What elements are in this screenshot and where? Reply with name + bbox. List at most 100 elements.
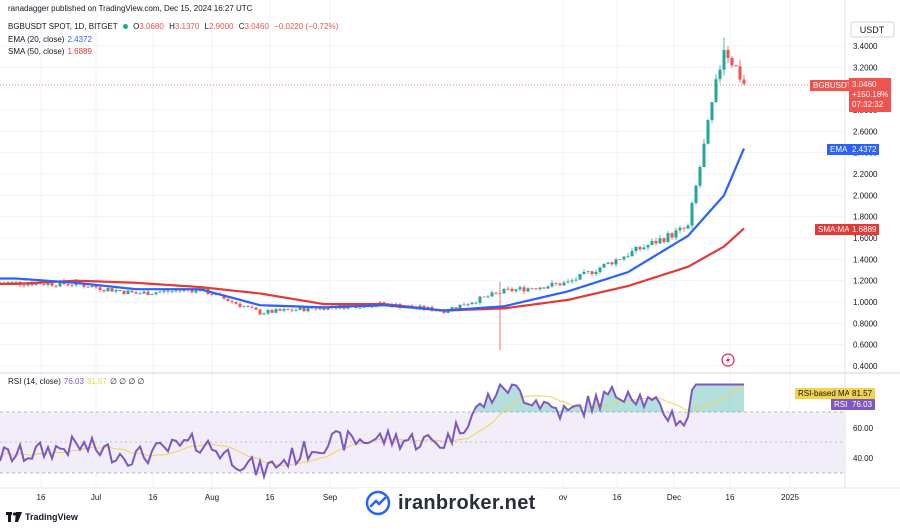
candle-body <box>66 284 70 286</box>
candle-body <box>106 288 110 292</box>
candle-body <box>82 284 86 287</box>
candle-body <box>230 301 234 302</box>
time-tick-label: Aug <box>205 493 219 502</box>
candle-body <box>478 296 482 303</box>
sma-legend-label: SMA (50, close) <box>8 47 65 56</box>
candle-body <box>554 282 558 284</box>
candle-body <box>274 309 278 313</box>
candle-body <box>146 291 150 296</box>
candle-body <box>518 287 522 290</box>
lightning-icon[interactable] <box>721 353 735 367</box>
time-axis[interactable]: 16 Jul 16 Aug 16 Sep ov 16 Dec 16 2025 <box>37 493 800 502</box>
candle-body <box>614 259 618 265</box>
candle-body <box>646 245 650 248</box>
candle-body <box>570 280 574 282</box>
candle-body <box>446 310 450 313</box>
ema-legend-value: 2.4372 <box>67 35 92 44</box>
ema-value-tag: 2.4372 <box>849 144 880 155</box>
candle-body <box>14 281 18 283</box>
price-tick-label: 0.6000 <box>853 341 878 350</box>
rsi-ma-value-tag: 81.57 <box>849 388 876 399</box>
price-tick-label: 3.4000 <box>853 42 878 51</box>
candle-body <box>262 313 266 315</box>
candle-body <box>454 307 458 309</box>
currency-label[interactable]: USDT <box>860 25 885 35</box>
ema-legend-label: EMA (20, close) <box>8 35 65 44</box>
candle-body <box>162 290 166 292</box>
candle-body <box>490 292 494 297</box>
candle-body <box>486 296 490 298</box>
candle-body <box>242 306 246 308</box>
candle-body <box>22 284 26 286</box>
price-tick-label: 0.8000 <box>853 319 878 328</box>
ema-20-line <box>0 147 746 312</box>
candle-body <box>178 290 182 292</box>
sma-legend-value: 1.6889 <box>67 47 92 56</box>
candle-body <box>314 308 318 310</box>
watermark-text: iranbroker.net <box>398 491 536 514</box>
candle-body <box>130 290 134 293</box>
candle-body <box>718 69 722 80</box>
symbol-legend[interactable]: BGBUSDT SPOT, 1D, BITGET O3.0680 H3.1370… <box>8 22 341 31</box>
candle-body <box>474 302 478 304</box>
candle-body <box>58 280 62 287</box>
candle-body <box>166 290 170 292</box>
candle-body <box>630 251 634 257</box>
candle-body <box>530 288 534 290</box>
candle-body <box>190 289 194 293</box>
candle-body <box>602 263 606 268</box>
candle-body <box>482 296 486 298</box>
sma-legend[interactable]: SMA (50, close) 1.6889 <box>8 47 95 56</box>
o-value: 3.0680 <box>139 22 164 31</box>
candle-body <box>442 310 446 313</box>
candle-body <box>654 240 658 244</box>
candle-body <box>726 49 730 58</box>
candle-body <box>546 286 550 289</box>
time-tick-label: Jul <box>91 493 101 502</box>
candle-body <box>174 290 178 292</box>
candle-body <box>238 303 242 307</box>
price-tick-label: 1.2000 <box>853 277 878 286</box>
bar-countdown: 07:32:32 <box>852 100 884 109</box>
candle-body <box>246 306 250 308</box>
candle-body <box>470 302 474 305</box>
candle-body <box>526 288 530 292</box>
candle-body <box>110 288 114 292</box>
candle-body <box>506 288 510 290</box>
candle-body <box>466 304 470 306</box>
candle-body <box>234 301 238 304</box>
ema-legend[interactable]: EMA (20, close) 2.4372 <box>8 35 95 44</box>
rsi-legend[interactable]: RSI (14, close) 76.03 81.57 ∅ ∅ ∅ ∅ <box>8 377 148 386</box>
candle-body <box>6 282 10 284</box>
candle-body <box>650 240 654 246</box>
candle-body <box>94 285 98 288</box>
candle-body <box>626 256 630 257</box>
last-price-value: 3.0460 <box>852 80 877 89</box>
candle-body <box>598 267 602 272</box>
candle-body <box>690 202 694 226</box>
candle-body <box>682 227 686 229</box>
candle-body <box>46 282 50 285</box>
candle-body <box>26 283 30 286</box>
candle-body <box>290 309 294 311</box>
currency-box <box>850 21 895 38</box>
candle-body <box>138 293 142 295</box>
rsi-ma-name-tag: RSI-based MA <box>795 388 854 399</box>
o-label: O <box>133 22 140 31</box>
tradingview-brand: TradingView <box>25 512 78 522</box>
candle-body <box>586 271 590 273</box>
tradingview-footer[interactable]: TradingView <box>6 512 78 522</box>
candle-body <box>270 310 274 313</box>
candle-body <box>522 287 526 292</box>
status-dot-icon <box>122 24 128 29</box>
time-tick-label: 16 <box>613 493 622 502</box>
rsi-tick-60: 60.00 <box>853 424 874 433</box>
rsi-tick-40: 40.00 <box>853 454 874 463</box>
candle-body <box>498 292 502 294</box>
time-tick-label: ov <box>559 493 567 502</box>
time-tick-label: Sep <box>323 493 338 502</box>
candle-body <box>194 288 198 293</box>
rsi-ma-legend-value: 81.57 <box>86 377 107 386</box>
candle-body <box>34 282 38 286</box>
